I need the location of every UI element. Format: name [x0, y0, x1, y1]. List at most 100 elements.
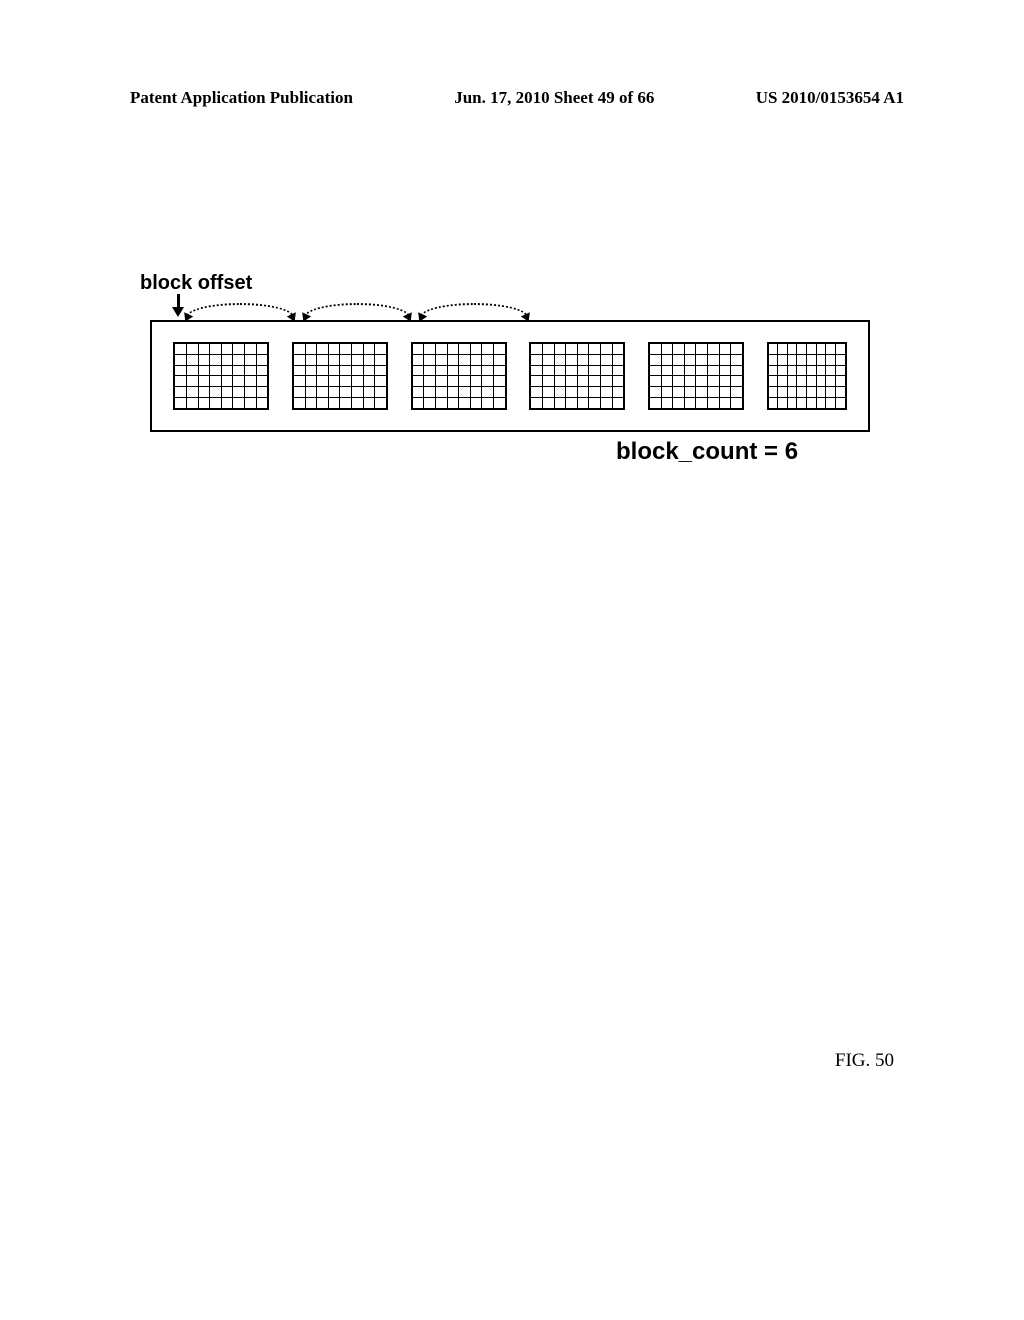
grid-cell: [797, 376, 806, 386]
grid-cell: [424, 366, 435, 376]
grid-cell: [696, 344, 707, 354]
grid-cell: [245, 398, 256, 408]
grid-cell: [459, 387, 470, 397]
grid-cell: [317, 376, 328, 386]
grid-cell: [210, 376, 221, 386]
grid-cell: [731, 376, 742, 386]
grid-cell: [769, 344, 778, 354]
grid-cell: [199, 344, 210, 354]
grid-cell: [424, 387, 435, 397]
grid-cell: [329, 366, 340, 376]
grid-cell: [459, 344, 470, 354]
page-header: Patent Application Publication Jun. 17, …: [0, 88, 1024, 108]
grid-cell: [685, 398, 696, 408]
grid-cell: [364, 366, 375, 376]
grid-cell: [650, 355, 661, 365]
grid-cell: [352, 398, 363, 408]
grid-cell: [294, 366, 305, 376]
grid-cell: [340, 376, 351, 386]
grid-cell: [245, 355, 256, 365]
grid-cell: [778, 398, 787, 408]
grid-cell: [807, 355, 816, 365]
grid-cell: [413, 344, 424, 354]
grid-cell: [807, 366, 816, 376]
grid-cell: [817, 376, 826, 386]
grid-cell: [459, 366, 470, 376]
grid-cell: [589, 387, 600, 397]
grid-cell: [364, 355, 375, 365]
grid-cell: [778, 355, 787, 365]
grid-cell: [708, 398, 719, 408]
grid-cell: [222, 355, 233, 365]
grid-cell: [294, 398, 305, 408]
grid-cell: [531, 398, 542, 408]
grid-cell: [797, 355, 806, 365]
grid-cell: [294, 355, 305, 365]
grid-cell: [436, 398, 447, 408]
grid-cell: [340, 344, 351, 354]
grid-cell: [233, 376, 244, 386]
grid-cell: [578, 355, 589, 365]
grid-cell: [817, 366, 826, 376]
grid-cell: [175, 355, 186, 365]
grid-cell: [788, 387, 797, 397]
grid-cell: [187, 376, 198, 386]
grid-cell: [306, 355, 317, 365]
grid-cell: [662, 355, 673, 365]
grid-cell: [601, 344, 612, 354]
grid-cell: [769, 398, 778, 408]
grid-cell: [199, 398, 210, 408]
grid-cell: [222, 376, 233, 386]
grid-cell: [650, 398, 661, 408]
grid-cell: [797, 344, 806, 354]
grid-cell: [436, 366, 447, 376]
grid-cell: [650, 376, 661, 386]
grid-cell: [817, 387, 826, 397]
grid-cell: [317, 355, 328, 365]
grid-cell: [494, 366, 505, 376]
grid-cell: [836, 366, 845, 376]
grid-cell: [306, 344, 317, 354]
grid-cell: [448, 387, 459, 397]
grid-cell: [352, 344, 363, 354]
grid-cell: [245, 387, 256, 397]
grid-cell: [329, 355, 340, 365]
grid-cell: [826, 376, 835, 386]
grid-cell: [459, 376, 470, 386]
grid-cell: [294, 387, 305, 397]
grid-cell: [317, 344, 328, 354]
grid-cell: [531, 366, 542, 376]
grid-cell: [340, 366, 351, 376]
grid-cell: [673, 387, 684, 397]
grid-cell: [720, 387, 731, 397]
grid-cell: [306, 387, 317, 397]
grid-cell: [731, 344, 742, 354]
grid-cell: [233, 398, 244, 408]
grid-cell: [375, 376, 386, 386]
grid-cell: [826, 344, 835, 354]
grid-cell: [187, 398, 198, 408]
grid-block: [292, 342, 388, 410]
grid-cell: [413, 355, 424, 365]
grid-cell: [817, 355, 826, 365]
grid-cell: [836, 398, 845, 408]
header-left: Patent Application Publication: [130, 88, 353, 108]
grid-cell: [471, 387, 482, 397]
grid-cell: [778, 376, 787, 386]
grid-cell: [662, 366, 673, 376]
grid-cell: [471, 398, 482, 408]
grid-cell: [329, 398, 340, 408]
grid-cell: [555, 344, 566, 354]
grid-cell: [448, 366, 459, 376]
grid-cell: [696, 387, 707, 397]
grid-cell: [257, 398, 268, 408]
grid-cell: [222, 344, 233, 354]
grid-cell: [685, 366, 696, 376]
outer-rect: [150, 320, 870, 432]
grid-cell: [306, 366, 317, 376]
grid-cell: [424, 398, 435, 408]
grid-cell: [826, 387, 835, 397]
grid-cell: [187, 355, 198, 365]
grid-cell: [245, 376, 256, 386]
grid-cell: [685, 344, 696, 354]
